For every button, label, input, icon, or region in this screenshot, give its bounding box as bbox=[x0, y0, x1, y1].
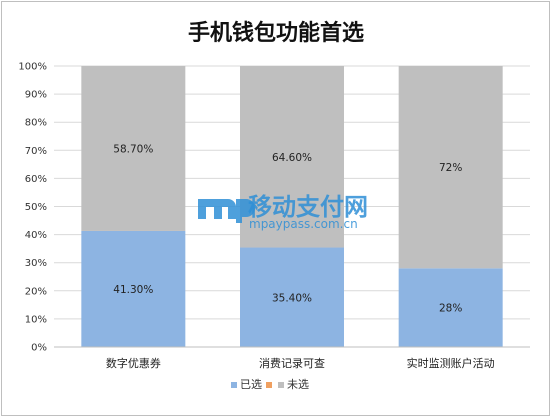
legend-swatch bbox=[231, 382, 237, 388]
y-tick-label: 80% bbox=[25, 118, 47, 129]
y-tick-label: 100% bbox=[18, 62, 47, 73]
data-label: 41.30% bbox=[113, 284, 153, 296]
bar-segment bbox=[398, 268, 503, 347]
watermark-logo: 移动支付网 mpaypass.com.cn bbox=[198, 193, 368, 231]
bar-segment bbox=[240, 247, 344, 347]
x-category-label: 实时监测账户活动 bbox=[407, 356, 495, 370]
legend-swatch bbox=[266, 382, 272, 388]
legend: 已选 未选 bbox=[231, 378, 309, 391]
data-label: 28% bbox=[439, 303, 462, 315]
data-label: 35.40% bbox=[272, 292, 312, 304]
data-label: 64.60% bbox=[272, 152, 312, 164]
bar-segment bbox=[398, 66, 503, 269]
legend-label: 未选 bbox=[287, 378, 309, 391]
legend-swatch bbox=[278, 382, 284, 388]
chart-title: 手机钱包功能首选 bbox=[188, 20, 364, 46]
bar-segment bbox=[240, 66, 344, 248]
x-category-label: 消费记录可查 bbox=[259, 356, 325, 370]
bar-segment bbox=[81, 230, 186, 347]
x-axis: 数字优惠券 消费记录可查 实时监测账户活动 bbox=[54, 346, 530, 370]
y-tick-label: 70% bbox=[25, 146, 47, 157]
y-tick-label: 50% bbox=[25, 202, 47, 213]
y-tick-label: 20% bbox=[25, 286, 47, 297]
y-tick-label: 60% bbox=[25, 174, 47, 185]
watermark-url: mpaypass.com.cn bbox=[249, 217, 358, 231]
data-label: 58.70% bbox=[113, 143, 153, 155]
watermark-name: 移动支付网 bbox=[248, 193, 368, 221]
y-tick-label: 30% bbox=[25, 258, 47, 269]
bars: 41.30% 58.70% 35.40% 64.60% 28% 72% bbox=[81, 66, 503, 347]
y-axis: 0% 10% 20% 30% 40% 50% 60% 70% 80% 90% 100% bbox=[18, 62, 47, 354]
x-category-label: 数字优惠券 bbox=[106, 356, 161, 370]
data-label: 72% bbox=[439, 162, 462, 174]
y-tick-label: 0% bbox=[31, 343, 47, 354]
mp-logo-icon bbox=[198, 199, 255, 223]
y-tick-label: 90% bbox=[25, 90, 47, 101]
bar-segment bbox=[81, 66, 186, 231]
y-tick-label: 10% bbox=[25, 314, 47, 325]
y-tick-label: 40% bbox=[25, 230, 47, 241]
legend-label: 已选 bbox=[240, 378, 262, 391]
